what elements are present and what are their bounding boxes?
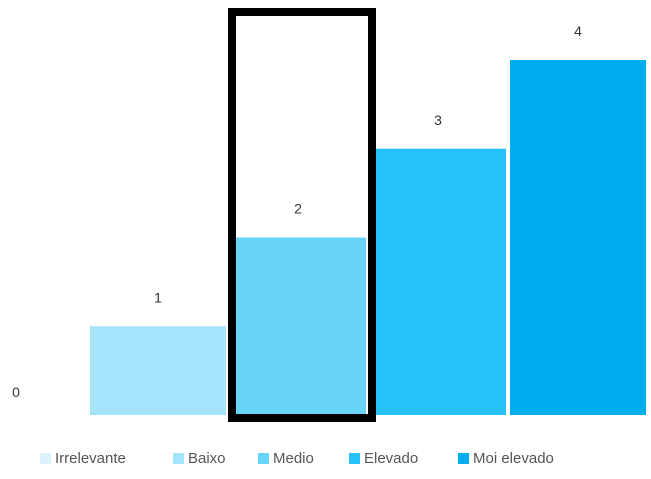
data-label-medio: 2 xyxy=(294,201,302,217)
legend-swatch-irrelevante xyxy=(40,453,51,464)
bar-medio xyxy=(230,237,366,415)
legend-swatch-medio xyxy=(258,453,269,464)
legend-label-irrelevante: Irrelevante xyxy=(55,450,126,467)
bar-baixo xyxy=(90,326,226,415)
legend-label-medio: Medio xyxy=(273,450,314,467)
legend-swatch-elevado xyxy=(349,453,360,464)
highlight-layer xyxy=(228,8,376,422)
data-label-baixo: 1 xyxy=(154,289,162,305)
legend-label-moi-elevado: Moi elevado xyxy=(473,450,554,467)
legend-label-baixo: Baixo xyxy=(188,450,226,467)
legend-label-elevado: Elevado xyxy=(364,450,418,467)
legend-swatch-moi-elevado xyxy=(458,453,469,464)
legend: Irrelevante Baixo Medio Elevado Moi elevado xyxy=(40,450,554,467)
bar-moi-elevado xyxy=(510,60,646,415)
data-label-elevado: 3 xyxy=(434,112,442,128)
highlight-box xyxy=(228,8,376,422)
bars-layer xyxy=(90,60,646,415)
data-labels-layer: 0 1 2 3 4 xyxy=(12,23,582,400)
legend-swatch-baixo xyxy=(173,453,184,464)
bar-elevado xyxy=(370,148,506,415)
data-label-irrelevante: 0 xyxy=(12,384,20,400)
data-label-moi-elevado: 4 xyxy=(574,23,582,39)
